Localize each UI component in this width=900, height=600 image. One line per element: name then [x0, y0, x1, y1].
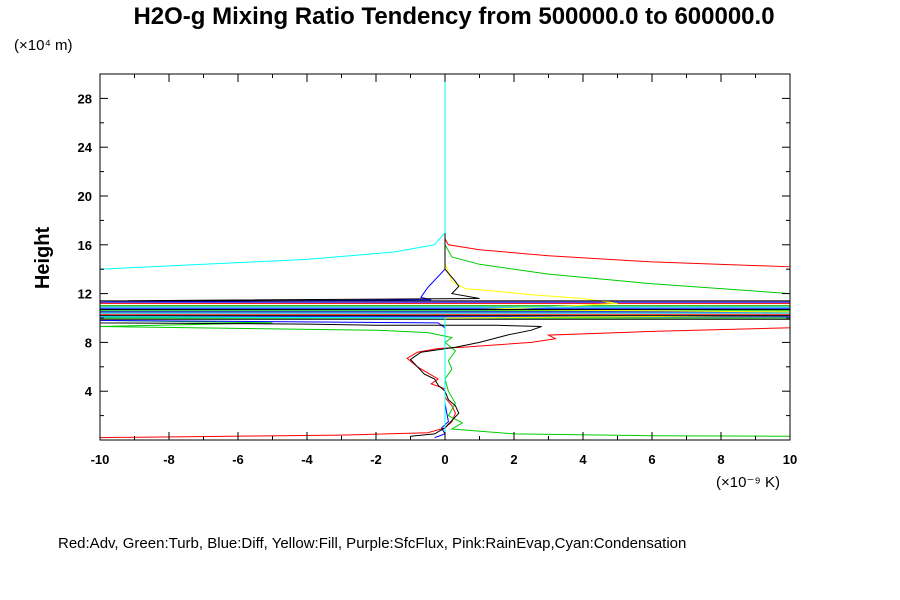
y-tick-label: 12 — [78, 287, 92, 302]
y-tick-label: 8 — [85, 335, 92, 350]
y-axis-unit: (×10⁴ m) — [14, 37, 73, 54]
series-line-4 — [99, 80, 791, 437]
y-tick-label: 24 — [78, 140, 93, 155]
x-tick-label: 0 — [441, 452, 448, 467]
chart-title: H2O-g Mixing Ratio Tendency from 500000.… — [133, 3, 774, 30]
series-line-1 — [99, 80, 791, 437]
x-tick-label: -10 — [91, 452, 110, 467]
x-tick-label: -8 — [163, 452, 175, 467]
x-tick-label: -6 — [232, 452, 244, 467]
x-tick-label: 2 — [510, 452, 517, 467]
y-tick-label: 28 — [78, 91, 92, 106]
y-tick-label: 4 — [85, 384, 93, 399]
series-layer — [99, 76, 791, 440]
y-tick-label: 20 — [78, 189, 92, 204]
x-tick-label: -2 — [370, 452, 382, 467]
x-tick-label: 6 — [648, 452, 655, 467]
x-tick-label: -4 — [301, 452, 313, 467]
legend-text: Red:Adv, Green:Turb, Blue:Diff, Yellow:F… — [58, 535, 686, 552]
y-tick-label: 16 — [78, 238, 92, 253]
x-tick-label: 10 — [783, 452, 797, 467]
x-tick-label: 4 — [579, 452, 587, 467]
x-axis-unit: (×10⁻⁹ K) — [716, 474, 780, 491]
x-tick-label: 8 — [717, 452, 724, 467]
y-axis-label: Height — [32, 227, 54, 290]
